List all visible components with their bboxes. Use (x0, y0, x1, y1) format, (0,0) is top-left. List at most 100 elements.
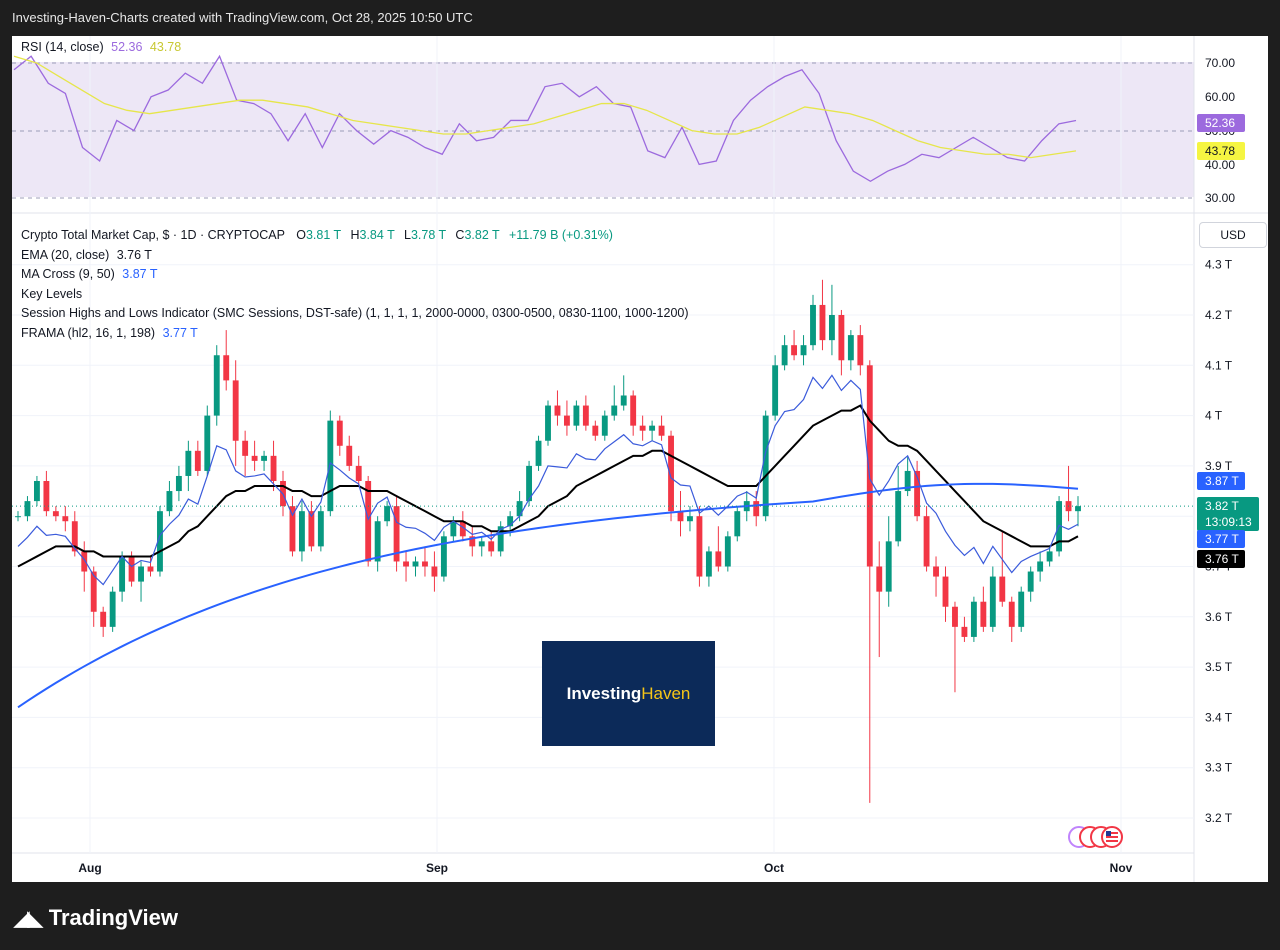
candle (24, 496, 31, 522)
candle-body (753, 501, 760, 517)
candle (535, 435, 542, 471)
candle-body (15, 516, 21, 518)
candle-body (157, 511, 163, 572)
rsi-value-tag-text: 52.36 (1205, 116, 1235, 130)
candle (1075, 496, 1081, 527)
header-bar: Investing-Haven-Charts created with Trad… (0, 0, 1280, 36)
y-tick-label: 4 T (1205, 409, 1223, 423)
candle-body (1037, 561, 1044, 572)
candle-body (800, 345, 807, 356)
candle (157, 506, 163, 577)
rsi-axis-tick: 70.00 (1205, 56, 1235, 70)
candle-body (980, 601, 987, 627)
change-value: +11.79 B (+0.31%) (508, 228, 613, 242)
candle (15, 511, 21, 522)
candle (923, 506, 930, 572)
candle-body (724, 536, 731, 567)
flag-icons[interactable] (1068, 826, 1124, 848)
candle (705, 546, 712, 587)
candle (261, 450, 268, 471)
candle (885, 516, 892, 607)
last-price-tag-bg (1197, 497, 1259, 531)
rsi-band-background (12, 62, 1194, 197)
rsi-ma-value: 43.78 (149, 40, 182, 54)
candle (999, 531, 1006, 607)
y-tick-label: 3.5 T (1205, 660, 1233, 674)
low-label: L (403, 228, 411, 242)
candle-body (611, 405, 618, 416)
candle-body (365, 480, 372, 562)
candle (970, 596, 977, 642)
x-tick-label: Aug (78, 861, 101, 875)
frama-price-tag-text: 3.77 T (1205, 532, 1239, 546)
candle-body (403, 561, 409, 567)
candle-body (109, 591, 116, 627)
candle (223, 330, 230, 391)
candle (592, 420, 599, 441)
candle-body (649, 425, 656, 431)
candle (857, 325, 864, 376)
candle (563, 400, 570, 436)
ma-cross-price-tag-bg (1197, 472, 1245, 490)
candle-body (582, 405, 589, 426)
candle (876, 541, 883, 658)
candle-body (497, 526, 504, 552)
ma-cross-price-tag-text: 3.87 T (1205, 474, 1239, 488)
candle-body (1046, 551, 1053, 562)
countdown-text: 13:09:13 (1205, 515, 1252, 529)
candle-body (895, 491, 902, 542)
candle-body (100, 611, 107, 627)
candle (838, 309, 845, 376)
candle (582, 395, 589, 431)
frama-line (17, 374, 1079, 586)
candle (630, 390, 637, 436)
footer-brand: TradingView (48, 905, 178, 930)
candle-body (213, 355, 220, 416)
candle (62, 506, 69, 532)
candle-body (261, 455, 268, 461)
candle-body (1027, 571, 1034, 592)
candle (175, 465, 182, 502)
candle-body (52, 511, 59, 517)
y-tick-label: 3.9 T (1205, 459, 1233, 473)
candle (90, 566, 97, 627)
symbol-title: Crypto Total Market Cap, $ · 1D · CRYPTO… (21, 228, 285, 242)
candle-body (232, 380, 239, 441)
candle-body (516, 501, 523, 517)
candle-body (327, 420, 334, 512)
candle-body (791, 345, 798, 356)
candle (109, 586, 116, 632)
currency-button[interactable]: USD (1199, 222, 1267, 248)
session-row: Session Highs and Lows Indicator (SMC Se… (21, 304, 689, 324)
candle (270, 440, 277, 492)
candle-body (298, 511, 305, 552)
candle-body (469, 536, 476, 547)
y-tick-label: 4.3 T (1205, 258, 1233, 272)
tradingview-footer: ◢◣ TradingView (14, 905, 178, 931)
candle-body (847, 335, 854, 361)
candle-body (715, 551, 722, 567)
candle (933, 556, 939, 597)
candle (895, 465, 902, 547)
ema-row: EMA (20, close) 3.76 T (21, 246, 689, 266)
candle (450, 516, 457, 542)
candle-body (393, 506, 400, 562)
candle-body (185, 450, 192, 476)
candle (828, 284, 835, 356)
candle (1046, 546, 1053, 567)
candle-body (705, 551, 712, 577)
y-tick-label: 3.3 T (1205, 761, 1233, 775)
candle-body (308, 511, 315, 547)
candle-body (138, 566, 144, 582)
candle (847, 330, 854, 371)
candle (1008, 596, 1015, 642)
candle (251, 440, 258, 471)
candle (819, 279, 826, 351)
candle (545, 400, 551, 446)
candle-body (866, 365, 873, 567)
candle-body (1008, 601, 1015, 627)
candle (649, 420, 656, 441)
high-value: 3.84 T (359, 228, 395, 242)
rsi-value-tag: 52.36 (1197, 114, 1245, 132)
